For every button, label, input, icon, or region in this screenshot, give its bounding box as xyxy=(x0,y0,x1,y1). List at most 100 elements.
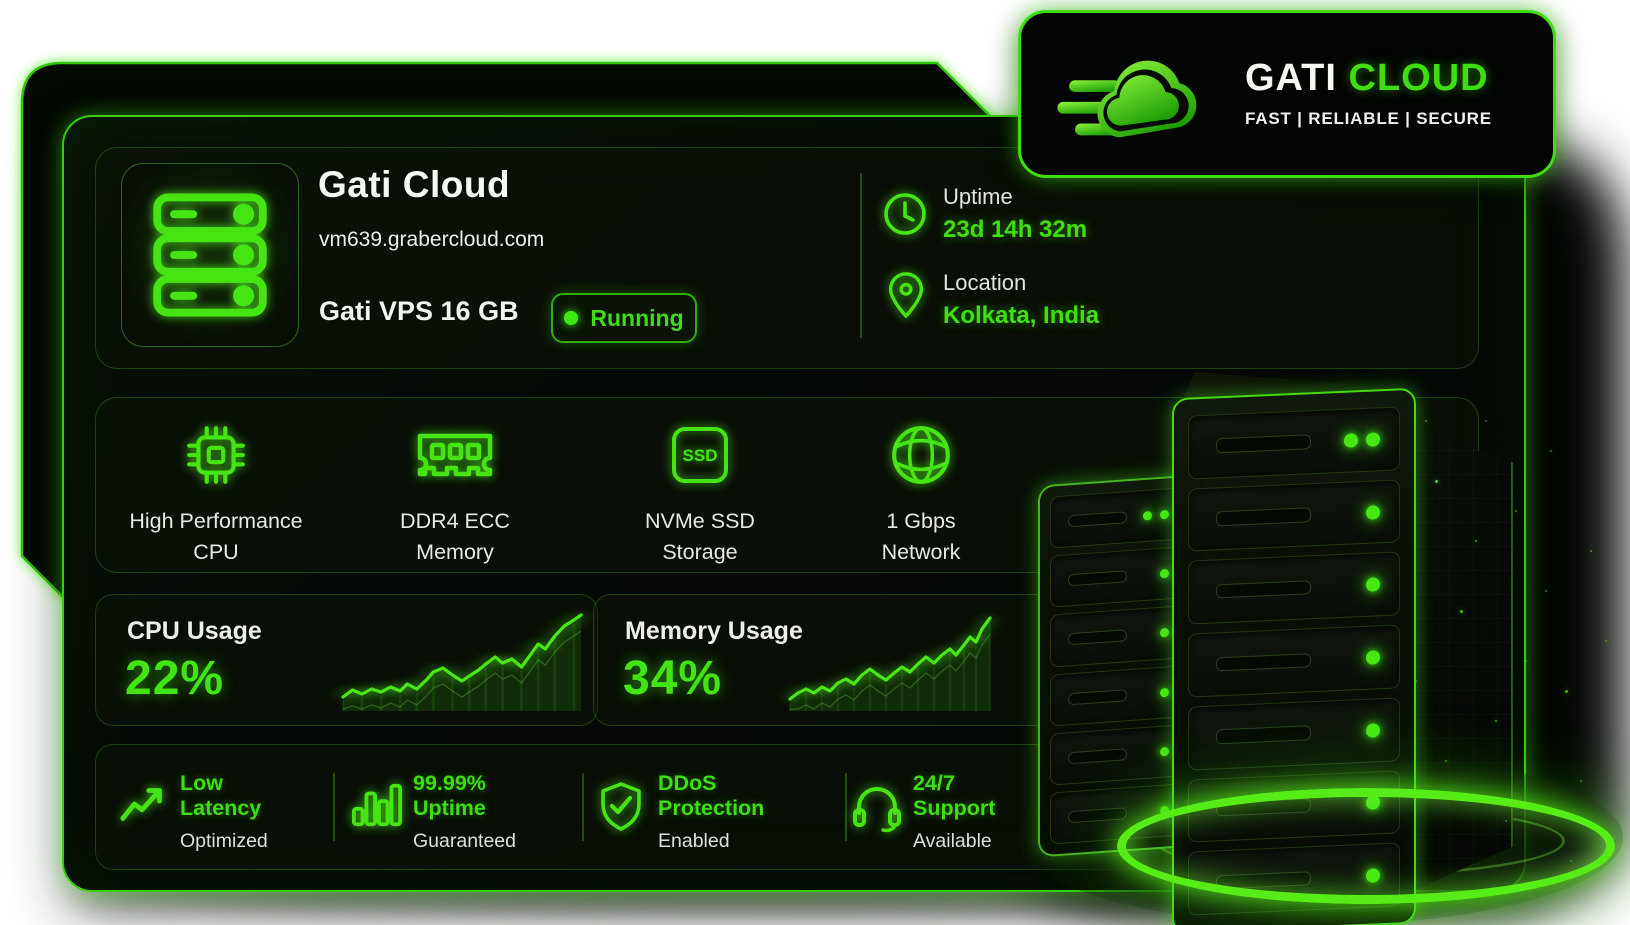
brand-name: GATI CLOUD xyxy=(1245,59,1492,97)
header-divider xyxy=(860,173,862,338)
server-illustration xyxy=(1005,360,1630,925)
status-led xyxy=(1366,432,1381,447)
drive-slot xyxy=(1067,629,1128,646)
brand-secondary: CLOUD xyxy=(1348,57,1489,99)
drive-slot xyxy=(1067,570,1128,587)
spec-item-cpu: High Performance CPU xyxy=(96,418,336,568)
cpu-icon xyxy=(187,426,245,484)
ssd-icon-text: SSD xyxy=(683,446,718,465)
server-hostname: vm639.grabercloud.com xyxy=(319,228,545,251)
globe-icon xyxy=(892,426,950,484)
feature-divider xyxy=(845,773,847,841)
feature-divider xyxy=(582,773,584,841)
spec-item-ssd: SSD NVMe SSD Storage xyxy=(580,418,820,568)
server-tower-small xyxy=(1038,474,1194,858)
particle-dot xyxy=(1545,590,1547,592)
cpu-usage-value: 22% xyxy=(125,652,225,705)
brand-tagline: FAST | RELIABLE | SECURE xyxy=(1245,109,1492,128)
platform-glow-ring xyxy=(1117,788,1615,904)
drive-slot xyxy=(1216,580,1311,599)
feature-title: Low Latency xyxy=(180,771,262,820)
feature-title: 99.99% Uptime xyxy=(413,771,486,820)
uptime-label: Uptime xyxy=(943,184,1013,209)
particle-dot xyxy=(1525,660,1527,662)
feature-title: 24/7 Support xyxy=(913,771,996,820)
shield-check-icon xyxy=(601,782,641,831)
server-header-card: Gati Cloud vm639.grabercloud.com Gati VP… xyxy=(95,147,1479,369)
particle-dot xyxy=(1605,640,1607,642)
status-led xyxy=(1143,511,1153,521)
headset-icon xyxy=(853,787,901,833)
drive-slot xyxy=(1216,434,1311,454)
status-led xyxy=(1366,577,1381,593)
drive-slot xyxy=(1216,652,1311,672)
ram-icon xyxy=(417,433,493,477)
spec-label-line2: CPU xyxy=(193,540,239,564)
status-dot xyxy=(564,311,579,325)
location-pin-icon xyxy=(888,272,924,318)
server-bay xyxy=(1050,605,1182,668)
feature-subtitle: Available xyxy=(913,830,992,852)
uptime-value: 23d 14h 32m xyxy=(943,216,1088,243)
drive-slot xyxy=(1067,807,1128,824)
server-bay xyxy=(1050,487,1182,549)
particle-dot xyxy=(1550,450,1552,452)
spec-label-line1: High Performance xyxy=(129,509,303,533)
feature-title: DDoS Protection xyxy=(658,771,765,820)
memory-sparkline xyxy=(790,611,990,711)
location-label: Location xyxy=(943,270,1027,295)
spec-item-network: 1 Gbps Network xyxy=(801,418,1041,568)
feature-subtitle: Optimized xyxy=(180,830,268,852)
drive-slot xyxy=(1067,511,1128,528)
spec-label-line2: Storage xyxy=(662,540,738,564)
cpu-sparkline xyxy=(343,611,581,711)
logo-badge: GATI CLOUD FAST | RELIABLE | SECURE xyxy=(1018,10,1556,178)
server-bay xyxy=(1188,406,1400,480)
status-led xyxy=(1366,504,1381,520)
spec-label-line2: Network xyxy=(881,540,961,564)
bar-chart-icon xyxy=(351,783,403,827)
particle-dot xyxy=(1580,780,1582,782)
status-badge: Running xyxy=(551,293,697,343)
location-value: Kolkata, India xyxy=(943,302,1100,329)
particle-dot xyxy=(1425,420,1427,422)
server-tile xyxy=(121,163,299,347)
status-led xyxy=(1366,722,1381,738)
server-bay xyxy=(1050,546,1182,608)
trend-up-icon xyxy=(120,788,162,821)
feature-subtitle: Guaranteed xyxy=(413,830,516,852)
status-led xyxy=(1344,433,1359,448)
cloud-logo-icon xyxy=(1057,60,1197,138)
feature-divider xyxy=(333,773,335,841)
memory-usage-label: Memory Usage xyxy=(625,617,803,645)
server-bay xyxy=(1050,724,1182,786)
status-led xyxy=(1160,628,1170,638)
feature-subtitle: Enabled xyxy=(658,830,730,852)
particle-dot xyxy=(1485,420,1487,422)
spec-label-line1: 1 Gbps xyxy=(886,509,956,533)
drive-slot xyxy=(1216,507,1311,526)
server-plan: Gati VPS 16 GB xyxy=(319,296,519,326)
spec-label-line1: NVMe SSD xyxy=(645,509,755,533)
spec-item-ram: DDR4 ECC Memory xyxy=(335,418,575,568)
server-bay xyxy=(1188,479,1400,553)
particle-dot xyxy=(1590,550,1592,552)
server-title: Gati Cloud xyxy=(318,164,511,205)
cpu-usage-card: CPU Usage 22% xyxy=(95,594,598,726)
spec-label-line1: DDR4 ECC xyxy=(400,509,510,533)
status-label: Running xyxy=(590,304,684,331)
clock-icon xyxy=(884,193,926,235)
server-bay xyxy=(1188,697,1400,771)
memory-usage-value: 34% xyxy=(623,652,723,705)
cpu-usage-label: CPU Usage xyxy=(127,617,262,645)
status-led xyxy=(1160,569,1170,579)
rack-server-icon xyxy=(153,193,267,317)
spec-label-line2: Memory xyxy=(416,540,494,564)
status-led xyxy=(1366,650,1381,665)
drive-slot xyxy=(1216,725,1311,745)
status-led xyxy=(1160,509,1170,520)
drive-slot xyxy=(1067,747,1128,765)
status-led xyxy=(1160,687,1170,697)
drive-slot xyxy=(1067,688,1128,705)
